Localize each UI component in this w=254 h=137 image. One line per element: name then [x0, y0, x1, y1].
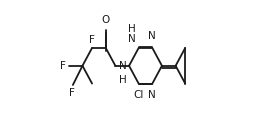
Text: F: F: [69, 88, 75, 98]
Text: O: O: [102, 15, 110, 25]
Text: N: N: [149, 31, 156, 41]
Text: H: H: [119, 75, 126, 85]
Text: F: F: [60, 61, 66, 71]
Text: N: N: [128, 34, 136, 44]
Text: H: H: [128, 24, 136, 34]
Text: Cl: Cl: [133, 90, 144, 100]
Text: N: N: [149, 90, 156, 100]
Text: F: F: [89, 35, 95, 45]
Text: N: N: [119, 61, 126, 71]
